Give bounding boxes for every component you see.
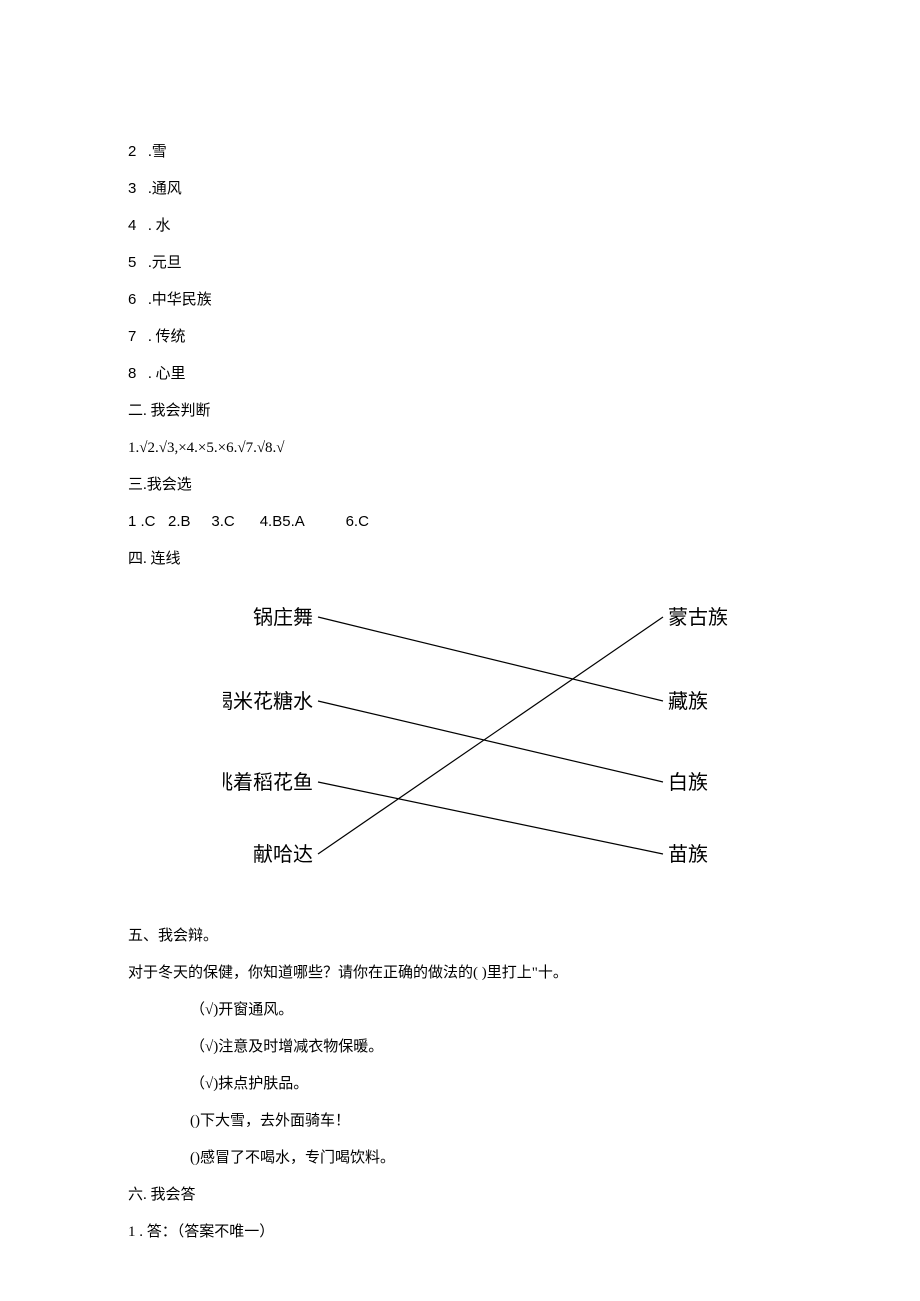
fill-text: .雪 [148, 140, 167, 164]
fill-number: 7 [128, 325, 148, 349]
fill-item: 5 .元旦 [128, 251, 777, 275]
fill-number: 3 [128, 177, 148, 201]
fill-item: 8 . 心里 [128, 362, 777, 386]
match-left-label: 献哈达 [253, 843, 313, 866]
section5-item: ()下大雪，去外面骑车！ [190, 1109, 777, 1133]
fill-number: 6 [128, 288, 148, 312]
section-3-title: 三.我会选 [128, 473, 777, 497]
match-left-label: 喝米花糖水 [223, 690, 313, 713]
fill-number: 4 [128, 214, 148, 238]
matching-svg: 锅庄舞喝米花糖水挑着稻花鱼献哈达 蒙古族藏族白族苗族 [223, 596, 763, 886]
fill-text: . 传统 [148, 325, 186, 349]
match-left-label: 锅庄舞 [253, 606, 313, 629]
choice-answers: 1 .C 2.B 3.C 4.B5.A 6.C [128, 510, 777, 534]
fill-number: 2 [128, 140, 148, 164]
section-6-answer: 1 . 答：（答案不唯一） [128, 1220, 777, 1244]
fill-text: .元旦 [148, 251, 182, 275]
section-2-title: 二. 我会判断 [128, 399, 777, 423]
match-right-label: 藏族 [668, 690, 708, 713]
match-edge [318, 701, 663, 782]
match-right-label: 苗族 [668, 843, 708, 866]
match-right-label: 蒙古族 [668, 606, 728, 629]
section5-item: （√)抹点护肤品。 [190, 1072, 777, 1096]
fill-text: . 水 [148, 214, 171, 238]
judgment-answers: 1.√2.√3,×4.×5.×6.√7.√8.√ [128, 436, 777, 460]
section-5-title: 五、我会辩。 [128, 924, 777, 948]
section-6-title: 六. 我会答 [128, 1183, 777, 1207]
fill-text: . 心里 [148, 362, 186, 386]
fill-text: .中华民族 [148, 288, 212, 312]
fill-in-list: 2 .雪 3 .通风 4 . 水 5 .元旦 6 .中华民族 7 . 传统 8 … [128, 140, 777, 386]
fill-number: 8 [128, 362, 148, 386]
fill-number: 5 [128, 251, 148, 275]
fill-item: 6 .中华民族 [128, 288, 777, 312]
fill-text: .通风 [148, 177, 182, 201]
fill-item: 7 . 传统 [128, 325, 777, 349]
section-5-prompt: 对于冬天的保健，你知道哪些？请你在正确的做法的( )里打上"十。 [128, 961, 777, 985]
section-4-title: 四. 连线 [128, 547, 777, 571]
fill-item: 2 .雪 [128, 140, 777, 164]
section5-item: ()感冒了不喝水，专门喝饮料。 [190, 1146, 777, 1170]
match-left-label: 挑着稻花鱼 [223, 771, 313, 794]
section5-item: （√)注意及时增减衣物保暖。 [190, 1035, 777, 1059]
section5-item: （√)开窗通风。 [190, 998, 777, 1022]
fill-item: 3 .通风 [128, 177, 777, 201]
fill-item: 4 . 水 [128, 214, 777, 238]
match-right-label: 白族 [668, 771, 708, 794]
matching-diagram: 锅庄舞喝米花糖水挑着稻花鱼献哈达 蒙古族藏族白族苗族 [223, 596, 777, 894]
match-edge [318, 617, 663, 701]
